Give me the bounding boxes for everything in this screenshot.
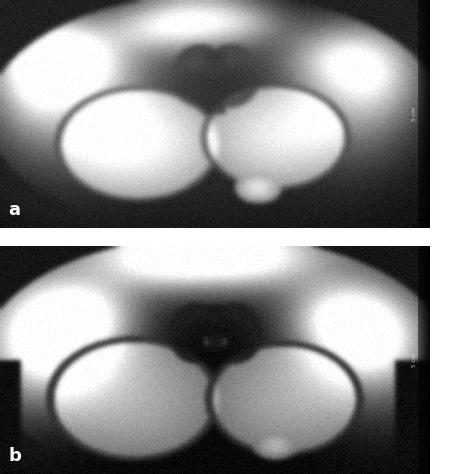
Text: b: b <box>9 447 21 465</box>
Text: 5 cm: 5 cm <box>412 107 418 121</box>
Text: a: a <box>9 201 20 219</box>
Text: 5 cm: 5 cm <box>412 353 418 367</box>
